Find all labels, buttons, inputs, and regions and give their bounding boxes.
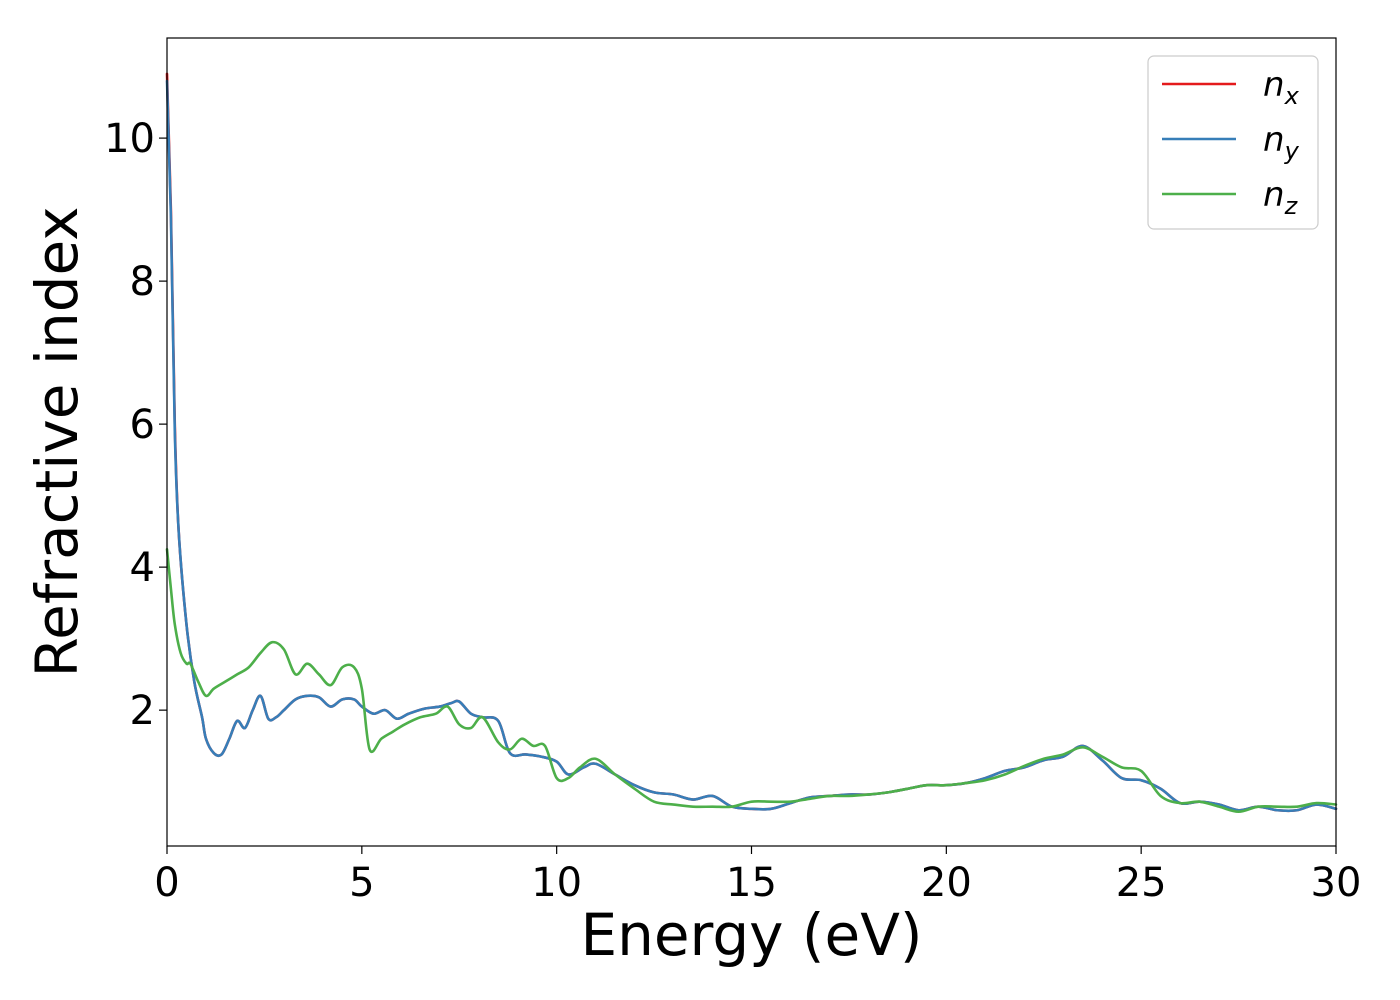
x-axis-title: Energy (eV) xyxy=(580,901,922,969)
x-tick-label: 5 xyxy=(349,860,374,906)
y-tick-label: 2 xyxy=(130,688,155,734)
x-tick-label: 15 xyxy=(726,860,777,906)
y-tick-label: 6 xyxy=(130,402,155,448)
legend: nx ny nz xyxy=(1147,55,1319,230)
y-tick-label: 4 xyxy=(130,545,155,591)
legend-label-nz: nz xyxy=(1263,175,1299,220)
x-tick-label: 0 xyxy=(154,860,179,906)
x-tick-label: 20 xyxy=(921,860,972,906)
x-tick-label: 25 xyxy=(1116,860,1167,906)
y-tick-label: 10 xyxy=(104,116,155,162)
legend-label-ny: ny xyxy=(1263,120,1300,165)
plot-background xyxy=(167,38,1336,846)
y-axis-ticks: 2 4 6 8 10 xyxy=(104,116,167,734)
y-tick-label: 8 xyxy=(130,259,155,305)
x-tick-label: 30 xyxy=(1311,860,1362,906)
x-tick-label: 10 xyxy=(531,860,582,906)
x-axis-ticks: 0 5 10 15 20 25 30 xyxy=(154,846,1361,906)
series-layer xyxy=(165,72,1338,813)
legend-box xyxy=(1147,55,1319,230)
legend-label-nx: nx xyxy=(1263,65,1300,110)
series-line-n-z xyxy=(165,547,1338,813)
y-axis-title: Refractive index xyxy=(23,206,91,677)
